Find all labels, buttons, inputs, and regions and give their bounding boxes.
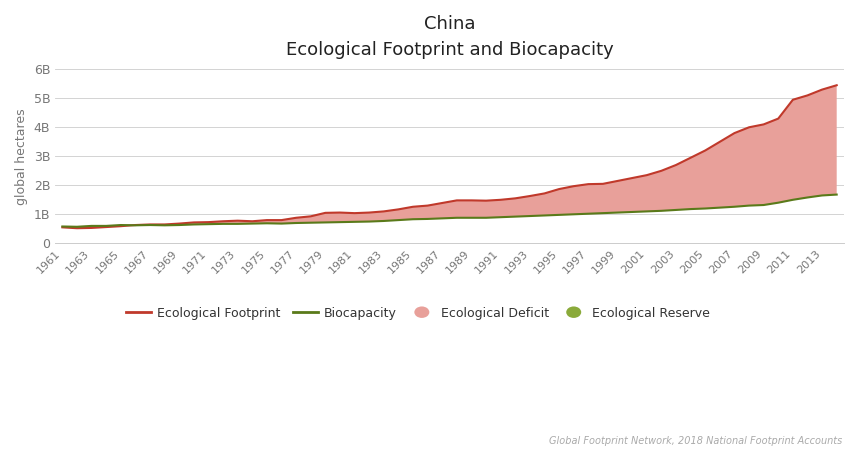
Y-axis label: global hectares: global hectares bbox=[15, 108, 28, 205]
Text: Global Footprint Network, 2018 National Footprint Accounts: Global Footprint Network, 2018 National … bbox=[549, 436, 842, 446]
Title: China
Ecological Footprint and Biocapacity: China Ecological Footprint and Biocapaci… bbox=[286, 15, 613, 59]
Legend: Ecological Footprint, Biocapacity, Ecological Deficit, Ecological Reserve: Ecological Footprint, Biocapacity, Ecolo… bbox=[120, 302, 716, 325]
